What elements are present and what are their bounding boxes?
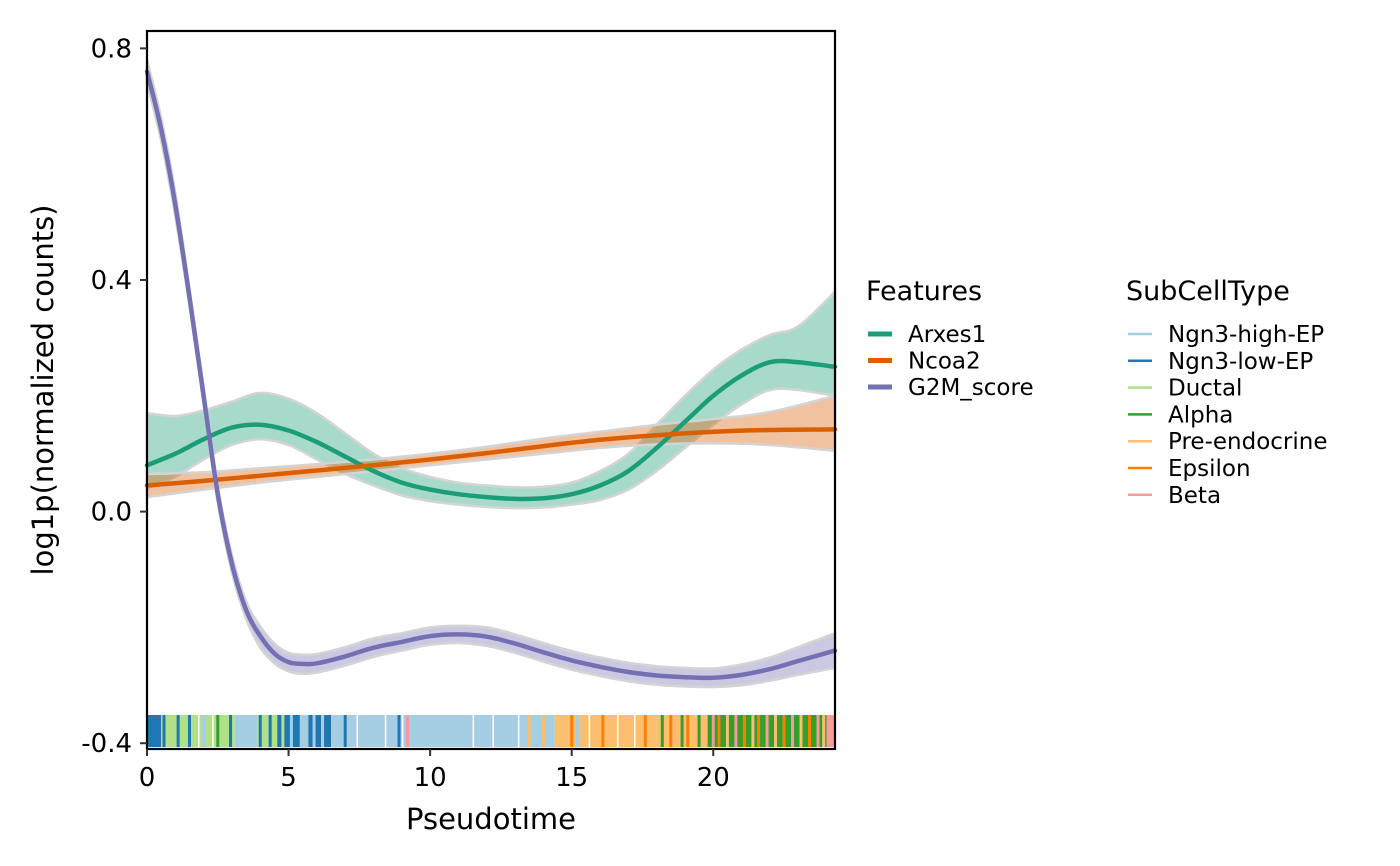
rug-tick-ngn3-high-ep xyxy=(575,715,579,747)
rug-segment-ductal xyxy=(161,715,235,747)
x-tick-label: 5 xyxy=(280,763,297,793)
x-tick-label: 15 xyxy=(555,763,588,793)
rug-tick-pre-endocrine xyxy=(527,715,531,747)
y-tick-label: 0.4 xyxy=(91,266,132,296)
rug-tick-pre-endocrine xyxy=(751,715,755,747)
plot-frame xyxy=(145,29,837,751)
rug-tick-epsilon xyxy=(742,715,746,747)
rug-gap xyxy=(384,715,387,747)
plot-area xyxy=(144,59,838,747)
rug-gap xyxy=(472,715,475,747)
rug-tick-ngn3-low-ep xyxy=(397,715,401,747)
rug-tick-beta xyxy=(816,715,820,747)
rug-gap xyxy=(401,715,404,747)
rug-tick-beta xyxy=(765,715,769,747)
rug-tick-epsilon xyxy=(570,715,574,747)
subcelltype-legend-label: Alpha xyxy=(1168,402,1233,428)
x-tick-label: 10 xyxy=(414,763,447,793)
features-legend-label: Ncoa2 xyxy=(908,349,981,375)
rug-segment-ngn3-high-ep xyxy=(299,715,309,747)
rug-gap xyxy=(356,715,359,747)
features-legend-title: Features xyxy=(866,276,982,307)
rug-tick-beta xyxy=(711,715,715,747)
x-tick-label: 20 xyxy=(697,763,730,793)
subcelltype-legend-label: Beta xyxy=(1168,483,1221,509)
rug-tick-beta xyxy=(791,715,795,747)
rug-segment-ngn3-low-ep xyxy=(147,715,162,747)
rug-segment-ngn3-low-ep xyxy=(308,715,332,747)
y-tick-label: -0.4 xyxy=(81,729,132,759)
rug-tick-beta xyxy=(734,715,738,747)
rug-tick-ngn3-low-ep xyxy=(229,715,233,747)
subcelltype-legend-label: Ngn3-high-EP xyxy=(1168,322,1324,348)
x-axis-label: Pseudotime xyxy=(406,802,576,836)
rug-tick-pre-endocrine xyxy=(725,715,729,747)
rug-tick-pre-endocrine xyxy=(822,715,826,747)
subcelltype-legend-label: Ductal xyxy=(1168,376,1242,402)
rug-tick-pre-endocrine xyxy=(541,715,545,747)
subcelltype-legend-label: Pre-endocrine xyxy=(1168,429,1327,455)
rug-tick-pre-endocrine xyxy=(799,715,803,747)
rug-tick-ngn3-high-ep xyxy=(289,715,293,747)
rug-gap xyxy=(616,715,619,747)
rug-tick-alpha xyxy=(697,715,701,747)
rug-gap xyxy=(197,715,200,747)
features-legend-label: Arxes1 xyxy=(908,322,986,348)
arxes1-line xyxy=(144,358,838,502)
rug-tick-ngn3-low-ep xyxy=(176,715,180,747)
cell-type-rug xyxy=(147,715,835,747)
rug-gap xyxy=(212,715,214,747)
rug-segment-ngn3-high-ep xyxy=(234,715,258,747)
rug-segment-ngn3-low-ep xyxy=(277,715,300,747)
rug-tick-alpha xyxy=(216,715,220,747)
rug-tick-ngn3-low-ep xyxy=(343,715,347,747)
rug-gap xyxy=(492,715,494,747)
rug-tick-epsilon xyxy=(717,715,721,747)
subcelltype-legend-label: Epsilon xyxy=(1168,456,1251,482)
rug-tick-ngn3-low-ep xyxy=(258,715,262,747)
rug-tick-pre-endocrine xyxy=(774,715,778,747)
x-tick-label: 0 xyxy=(139,763,156,793)
rug-tick-epsilon xyxy=(669,715,673,747)
rug-tick-ductal xyxy=(281,715,285,747)
y-tick-label: 0.8 xyxy=(91,34,132,64)
rug-tick-alpha xyxy=(660,715,664,747)
subcelltype-legend-title: SubCellType xyxy=(1126,276,1290,307)
x-axis-ticks: 0 5 10 15 20 xyxy=(139,749,730,793)
rug-gap xyxy=(588,715,591,747)
rug-tick-ngn3-low-ep xyxy=(162,715,166,747)
subcelltype-legend-label: Ngn3-low-EP xyxy=(1168,349,1313,375)
ncoa2-line xyxy=(144,427,838,488)
rug-tick-epsilon xyxy=(782,715,786,747)
rug-tick-ngn3-high-ep xyxy=(202,715,206,747)
rug-tick-epsilon xyxy=(686,715,690,747)
rug-gap xyxy=(517,715,520,747)
rug-segment-beta xyxy=(826,715,835,747)
y-axis-label: log1p(normalized counts) xyxy=(26,205,60,576)
subcelltype-legend: SubCellType Ngn3-high-EPNgn3-low-EPDucta… xyxy=(1126,276,1327,509)
rug-tick-epsilon xyxy=(601,715,605,747)
rug-segment-alpha xyxy=(707,715,770,747)
rug-tick-ngn3-low-ep xyxy=(268,715,272,747)
rug-gap xyxy=(633,715,636,747)
rug-tick-ngn3-low-ep xyxy=(187,715,191,747)
rug-tick-ngn3-high-ep xyxy=(321,715,325,747)
rug-segment-ngn3-high-ep xyxy=(331,715,555,747)
y-axis-ticks: -0.4 0.0 0.4 0.8 xyxy=(81,34,147,759)
rug-tick-ngn3-high-ep xyxy=(312,715,316,747)
rug-segment-ductal xyxy=(257,715,278,747)
y-tick-label: 0.0 xyxy=(91,498,132,528)
rug-tick-epsilon xyxy=(757,715,761,747)
rug-tick-beta xyxy=(405,715,409,747)
rug-tick-alpha xyxy=(680,715,684,747)
axes xyxy=(145,29,837,751)
g2m-score-line xyxy=(144,69,838,681)
features-legend-label: G2M_score xyxy=(908,375,1034,401)
rug-tick-epsilon xyxy=(643,715,647,747)
rug-segment-pre-endocrine xyxy=(554,715,657,747)
rug-tick-epsilon xyxy=(808,715,812,747)
